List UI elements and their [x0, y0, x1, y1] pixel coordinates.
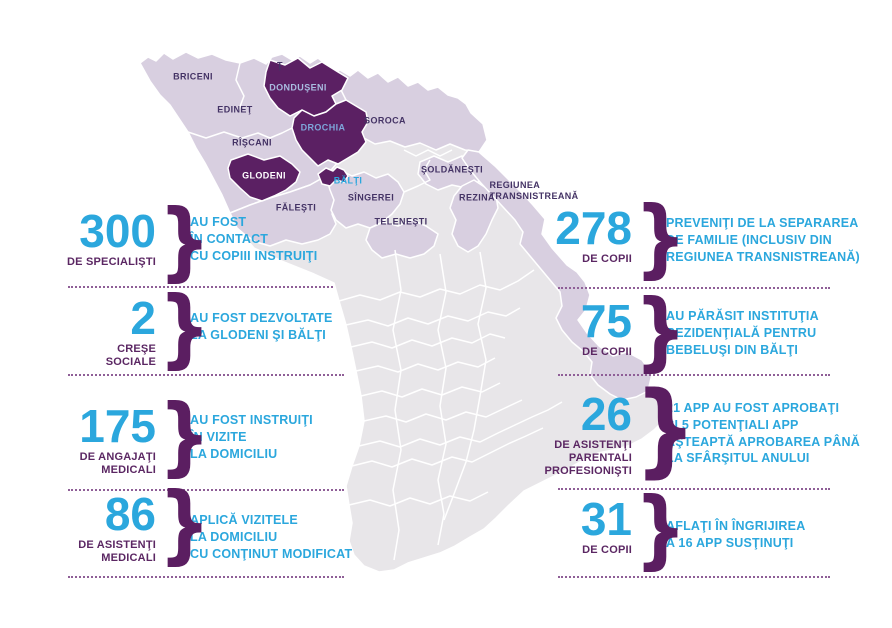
stat-number-column: 86 DE ASISTENŢI MEDICALI — [64, 488, 156, 565]
curly-brace: } — [634, 281, 687, 381]
divider-right-3 — [558, 488, 830, 490]
stat-number-column: 2 CREŞE SOCIALE — [64, 292, 156, 369]
stat-number-column: 26 DE ASISTENŢI PARENTALI PROFESIONIŞTI — [540, 388, 632, 477]
divider-left-3 — [68, 489, 344, 491]
map-label-edinet: EDINEŢ — [217, 104, 253, 115]
stat-unit-label: DE ASISTENŢI PARENTALI PROFESIONIŞTI — [544, 439, 632, 477]
map-label-rezina: REZINA — [459, 192, 495, 203]
stat-value: 86 — [104, 488, 156, 540]
map-label-drochia: DROCHIA — [300, 122, 346, 133]
curly-brace: } — [158, 386, 211, 486]
map-label-soroca: SOROCA — [364, 115, 406, 126]
map-label-transnistria: REGIUNEA TRANSNISTREANĂ — [489, 180, 579, 201]
stat-unit-label: DE ASISTENŢI MEDICALI — [78, 539, 156, 564]
stat-unit-label: CREŞE SOCIALE — [105, 343, 156, 368]
region-transnistria — [461, 149, 653, 401]
stat-block-children-left-institution: 75 DE COPII } AU PĂRĂSIT INSTITUŢIA REZI… — [540, 288, 819, 374]
stat-description: APLICĂ VIZITELE LA DOMICILIU CU CONŢINUT… — [190, 513, 353, 561]
stat-unit-label: DE COPII — [582, 253, 632, 265]
stat-number-column: 31 DE COPII — [540, 493, 632, 557]
map-label-balti: BĂLŢI — [333, 175, 363, 186]
map-internal-borders-south — [338, 249, 563, 561]
map-label-riscani: RÎŞCANI — [232, 137, 272, 148]
stat-block-medical-employees: 175 DE ANGAJAŢI MEDICALI } AU FOST INSTR… — [64, 393, 313, 479]
stat-value: 75 — [580, 295, 632, 347]
stat-value: 31 — [580, 493, 632, 545]
curly-brace: } — [634, 479, 687, 579]
stat-block-children-prevented: 278 DE COPII } PREVENIŢI DE LA SEPARAREA… — [540, 195, 860, 281]
stat-description: AU FOST DEZVOLTATE LA GLODENI ŞI BĂLŢI — [190, 311, 333, 342]
stat-block-medical-assistants: 86 DE ASISTENŢI MEDICALI } APLICĂ VIZITE… — [64, 481, 353, 567]
stat-number-column: 175 DE ANGAJAŢI MEDICALI — [64, 400, 156, 477]
map-label-telenesti: TELENEŞTI — [374, 216, 428, 227]
divider-right-4 — [558, 576, 830, 578]
stat-unit-label: DE ANGAJAŢI MEDICALI — [79, 451, 156, 476]
map-label-donduseni: DONDUŞENI — [269, 82, 327, 93]
divider-left-1 — [68, 286, 344, 288]
curly-brace: } — [634, 188, 687, 288]
district-singerei — [325, 169, 405, 229]
stat-value: 26 — [580, 388, 632, 440]
district-telenesti — [365, 219, 439, 259]
curly-brace: } — [634, 370, 697, 489]
map-label-glodeni: GLODENI — [242, 170, 286, 181]
stat-block-specialists: 300 DE SPECIALIŞTI } AU FOST ÎN CONTACT … — [64, 198, 318, 284]
stat-number-column: 300 DE SPECIALIŞTI — [64, 205, 156, 269]
stat-number-column: 75 DE COPII — [540, 295, 632, 359]
district-drochia — [291, 99, 369, 167]
stat-description: AU PĂRĂSIT INSTITUŢIA REZIDENŢIALĂ PENTR… — [666, 309, 819, 357]
stat-value: 278 — [555, 202, 632, 254]
stat-unit-label: DE COPII — [582, 346, 632, 358]
stat-value: 175 — [79, 400, 156, 452]
stat-block-children-in-care: 31 DE COPII } AFLAŢI ÎN ÎNGRIJIREA A 16 … — [540, 486, 806, 572]
stat-unit-label: DE COPII — [582, 544, 632, 556]
map-label-ocnita-partial: Ţ — [277, 60, 283, 71]
district-glodeni — [227, 153, 301, 202]
map-label-falesti: FĂLEŞTI — [275, 202, 317, 213]
divider-left-2 — [68, 374, 344, 376]
map-label-singerei: SÎNGEREI — [347, 192, 395, 203]
map-internal-borders-north — [187, 62, 453, 193]
map-label-soldanesti: ŞOLDĂNEŞTI — [420, 164, 484, 175]
map-label-briceni: BRICENI — [173, 71, 213, 82]
stat-value: 300 — [79, 205, 156, 257]
stat-unit-label: DE SPECIALIŞTI — [67, 256, 156, 268]
stat-value: 2 — [130, 292, 156, 344]
stat-description: AFLAŢI ÎN ÎNGRIJIREA A 16 APP SUSŢINUŢI — [666, 519, 806, 550]
stat-number-column: 278 DE COPII — [540, 202, 632, 266]
district-falesti — [229, 175, 341, 247]
divider-left-4 — [68, 576, 344, 578]
divider-right-2 — [558, 374, 830, 376]
district-balti — [317, 166, 349, 187]
curly-brace: } — [158, 191, 211, 291]
curly-brace: } — [158, 278, 211, 378]
stat-description: PREVENIŢI DE LA SEPARAREA DE FAMILIE (IN… — [666, 216, 860, 264]
district-soroca — [332, 69, 488, 153]
curly-brace: } — [158, 474, 211, 574]
stat-description: AU FOST ÎN CONTACT CU COPIII INSTRUIŢI — [190, 215, 318, 263]
stat-description: 21 APP AU FOST APROBAŢI ŞI 5 POTENŢIALI … — [666, 401, 860, 466]
stat-block-parental-assistants: 26 DE ASISTENŢI PARENTALI PROFESIONIŞTI … — [540, 379, 860, 481]
divider-right-1 — [558, 287, 830, 289]
stat-description: AU FOST INSTRUIŢI ÎN VIZITE LA DOMICILIU — [190, 413, 313, 461]
stat-block-nurseries: 2 CREŞE SOCIALE } AU FOST DEZVOLTATE LA … — [64, 285, 333, 371]
